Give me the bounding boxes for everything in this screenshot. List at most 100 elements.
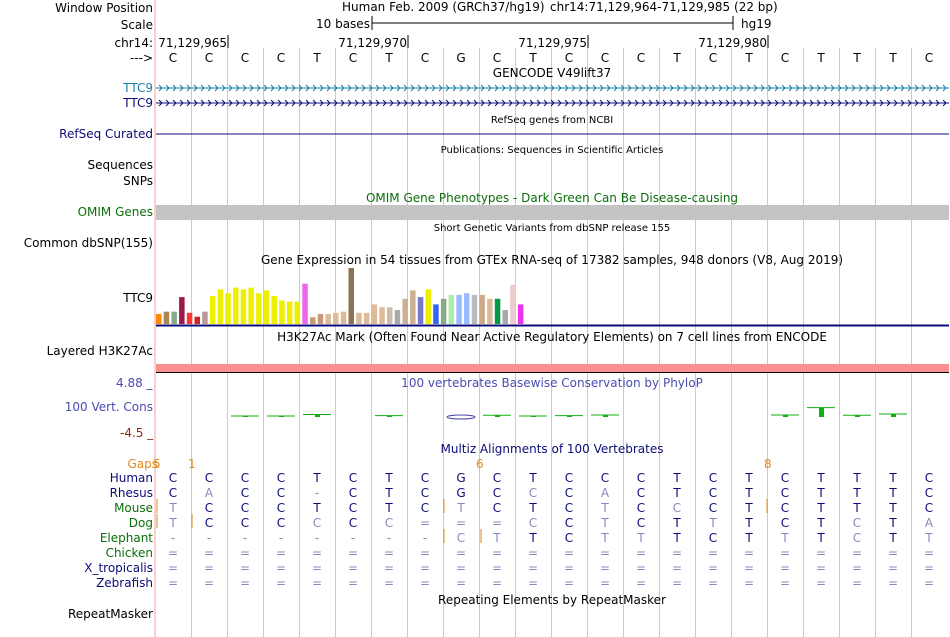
refseq-track-label[interactable]: RefSeq Curated: [59, 127, 153, 141]
scale-text: 10 bases: [316, 17, 370, 31]
strand-chevron: [802, 99, 807, 107]
strand-chevron: [291, 84, 296, 92]
species-label[interactable]: Mouse: [114, 501, 153, 515]
strand-chevron: [193, 99, 198, 107]
aligned-base: =: [779, 546, 791, 560]
strand-chevron: [599, 99, 604, 107]
strand-chevron: [788, 99, 793, 107]
gtex-tissue-bar: [302, 283, 308, 324]
h3k27ac-signal-bar: [156, 364, 949, 373]
aligned-base: T: [745, 471, 753, 485]
species-label[interactable]: X_tropicalis: [84, 561, 153, 575]
aligned-base: T: [529, 531, 537, 545]
strand-chevron: [550, 84, 555, 92]
strand-chevron: [228, 99, 233, 107]
strand-chevron: [557, 84, 562, 92]
aligned-base: =: [203, 561, 215, 575]
gtex-tissue-bar: [194, 316, 200, 324]
strand-chevron: [830, 99, 835, 107]
strand-chevron: [606, 84, 611, 92]
gtex-tissue-bar: [464, 293, 470, 324]
aligned-base: =: [527, 546, 539, 560]
strand-chevron: [655, 84, 660, 92]
strand-chevron: [165, 99, 170, 107]
strand-chevron: [858, 84, 863, 92]
strand-chevron: [767, 84, 772, 92]
strand-chevron: [900, 99, 905, 107]
gtex-tissue-bar: [225, 293, 231, 324]
strand-chevron: [326, 99, 331, 107]
snps-track-label[interactable]: SNPs: [123, 174, 153, 188]
strand-chevron: [557, 99, 562, 107]
strand-chevron: [473, 84, 478, 92]
strand-chevron: [774, 84, 779, 92]
species-label[interactable]: Dog: [128, 516, 153, 530]
species-label[interactable]: Rhesus: [109, 486, 153, 500]
gtex-tissue-bar: [425, 289, 431, 324]
strand-chevron: [760, 84, 765, 92]
strand-chevron: [445, 84, 450, 92]
strand-chevron: [795, 84, 800, 92]
assembly-title: Human Feb. 2009 (GRCh37/hg19): [342, 0, 545, 14]
aligned-base: T: [529, 471, 537, 485]
species-label[interactable]: Human: [109, 471, 153, 485]
aligned-base: =: [851, 546, 863, 560]
aligned-base: =: [815, 546, 827, 560]
strand-arrow-label[interactable]: --->: [129, 51, 153, 65]
aligned-base: T: [889, 471, 897, 485]
gencode-track-title: GENCODE V49lift37: [492, 66, 612, 80]
multiz-gap-markers: [156, 499, 768, 543]
strand-chevron: [417, 84, 422, 92]
strand-chevron: [921, 99, 926, 107]
strand-chevron: [319, 84, 324, 92]
h3k27ac-track-label[interactable]: Layered H3K27Ac: [46, 344, 153, 358]
gtex-tissue-bar: [517, 304, 524, 324]
strand-chevron: [501, 99, 506, 107]
aligned-base: T: [673, 471, 681, 485]
repeatmasker-track-label[interactable]: RepeatMasker: [67, 607, 153, 621]
aligned-base: -: [422, 531, 428, 545]
strand-chevron: [543, 84, 548, 92]
species-label[interactable]: Chicken: [105, 546, 153, 560]
aligned-base: =: [563, 546, 575, 560]
aligned-base: C: [204, 501, 214, 515]
phylop-track-label[interactable]: 100 Vert. Cons: [64, 400, 153, 414]
omim-track-label[interactable]: OMIM Genes: [77, 205, 153, 219]
species-label[interactable]: Elephant: [99, 531, 153, 545]
strand-chevron: [459, 99, 464, 107]
strand-chevron: [823, 99, 828, 107]
gencode-transcript-label[interactable]: TTC9: [123, 81, 153, 95]
gtex-tissue-bar: [387, 307, 393, 324]
gtex-tissue-bar: [448, 294, 455, 324]
gtex-tissue-bar: [233, 287, 239, 324]
gencode-transcript-label[interactable]: TTC9: [123, 96, 153, 110]
aligned-base: -: [242, 531, 248, 545]
dbsnp-track-label[interactable]: Common dbSNP(155): [23, 236, 153, 250]
species-label[interactable]: Zebrafish: [96, 576, 153, 590]
strand-chevron: [396, 99, 401, 107]
strand-chevron: [515, 84, 520, 92]
strand-chevron: [284, 84, 289, 92]
strand-chevron: [851, 84, 856, 92]
strand-chevron: [298, 99, 303, 107]
strand-chevron: [501, 84, 506, 92]
gtex-tissue-bar: [179, 297, 185, 324]
publications-track-label[interactable]: Sequences: [87, 158, 153, 172]
gtex-track-label[interactable]: TTC9: [123, 291, 153, 305]
strand-chevron: [844, 99, 849, 107]
aligned-base: =: [275, 576, 287, 590]
aligned-base: C: [636, 516, 646, 530]
aligned-base: =: [239, 546, 251, 560]
strand-chevron: [830, 84, 835, 92]
phylop-mark: [243, 416, 248, 417]
aligned-base: =: [455, 561, 467, 575]
phylop-track-title: 100 vertebrates Basewise Conservation by…: [401, 376, 703, 390]
aligned-base: =: [491, 561, 503, 575]
aligned-base: =: [491, 576, 503, 590]
ruler-ticks: [227, 35, 769, 48]
phylop-ymin-label: -4.5 _: [120, 426, 154, 440]
aligned-base: =: [635, 561, 647, 575]
aligned-base: =: [779, 576, 791, 590]
aligned-base: =: [923, 546, 935, 560]
strand-chevron: [410, 84, 415, 92]
